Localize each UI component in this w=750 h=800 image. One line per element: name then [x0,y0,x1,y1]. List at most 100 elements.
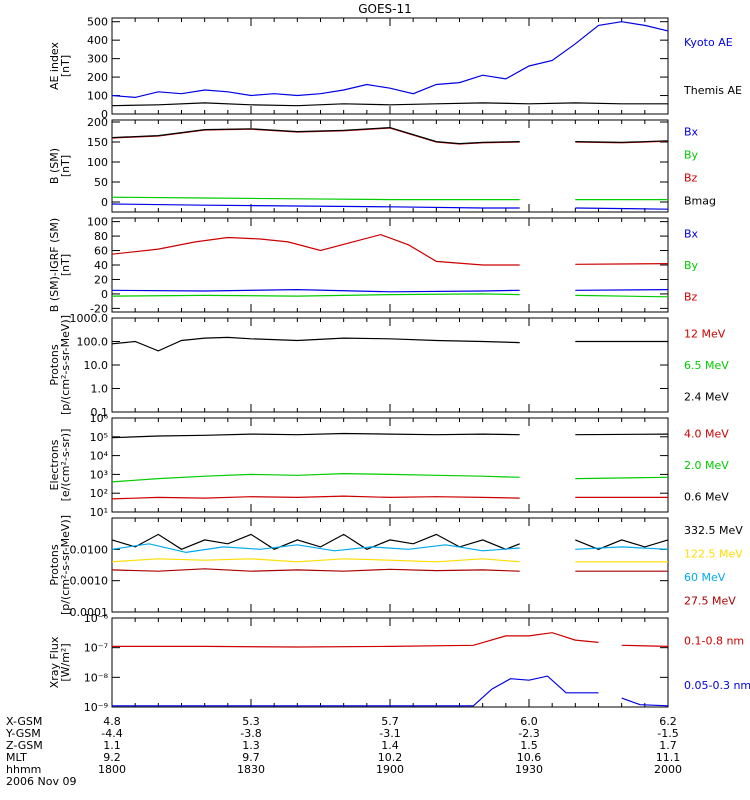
ytick-label: 10⁻⁶ [84,612,109,625]
ytick-label: 100 [87,216,108,229]
ytick-label: 0 [101,288,108,301]
axis-value: 5.7 [381,715,399,728]
series-line [111,432,669,439]
axis-value: -3.8 [240,727,261,740]
axis-value: 1.3 [242,739,260,752]
legend-label: 122.5 MeV [684,547,743,560]
series-line [112,675,669,707]
plot-title: GOES-11 [358,2,412,16]
series-line [111,495,668,500]
ytick-label: 10³ [90,468,108,481]
ylabel: [nT] [59,55,72,77]
ytick-label: 1.0 [91,383,109,396]
series-line [111,336,668,352]
axis-value: -2.3 [518,727,539,740]
ylabel: [W/m²] [59,643,72,681]
axis-value: 1900 [376,763,404,776]
axis-value: 6.0 [520,715,538,728]
axis-value: 2000 [654,763,682,776]
ylabel: [nT] [59,155,72,177]
ytick-label: 40 [94,259,108,272]
panel-2: 0 50 100 150 200 B (SM)[nT] Bx By Bz Bmag [48,116,716,213]
legend-label: By [684,149,699,162]
ytick-label: 0.0100 [70,543,109,556]
ytick-label: 200 [87,71,108,84]
axis-row-label: X-GSM [6,715,42,728]
series-line [111,203,669,210]
axis-value: 1.4 [381,739,399,752]
ytick-label: 10⁶ [90,412,109,425]
axis-value: 5.3 [242,715,260,728]
ytick-label: 0.0001 [70,606,109,619]
axis-value: 1930 [515,763,543,776]
legend-label: By [684,259,699,272]
axis-value: 1830 [237,763,265,776]
legend-label: Bx [684,228,699,241]
axis-value: -3.1 [379,727,400,740]
series-line [111,472,669,483]
legend-label: 2.4 MeV [684,390,729,403]
legend-label: Kyoto AE [684,36,733,49]
legend-label: 6.5 MeV [684,359,729,372]
axis-value: 1.5 [520,739,538,752]
ytick-label: 10⁴ [90,450,109,463]
panel-frame [111,217,669,313]
legend-label: 4.0 MeV [684,428,729,441]
axis-value: 4.8 [103,715,121,728]
ylabel: Protons [48,344,61,385]
legend-label: 2.0 MeV [684,459,729,472]
axis-value: -1.5 [657,727,678,740]
axis-value: 9.7 [242,751,260,764]
ylabel: [p/(cm²-s-sr-MeV)] [59,315,72,415]
panel-frame [111,517,669,613]
series-line [111,196,668,201]
series-line [111,543,669,554]
ytick-label: 10² [90,487,108,500]
ytick-label: 0.1 [91,406,109,419]
axis-row-label: Y-GSM [5,727,41,740]
axis-value: 10.6 [517,751,542,764]
series-line [111,568,668,572]
ytick-label: -20 [90,302,108,315]
ytick-label: 60 [94,245,108,258]
ytick-label: 0.0010 [70,575,109,588]
legend-label: Themis AE [683,84,742,97]
ylabel: Protons [48,544,61,585]
series-line [111,558,668,563]
ytick-label: 80 [94,230,108,243]
series-line [111,533,669,550]
legend-label: 0.05-0.3 nm [684,679,750,692]
axis-value: -4.4 [101,727,122,740]
series-line [112,632,669,648]
ytick-label: 100 [87,156,108,169]
series-line [111,233,669,266]
ytick-label: 300 [87,53,108,66]
axis-value: 6.2 [659,715,677,728]
axis-row-label: 2006 Nov 09 [6,775,76,788]
axis-row-label: MLT [6,751,27,764]
panel-frame [111,617,669,708]
ytick-label: 10⁵ [90,431,108,444]
axis-value: 1.1 [103,739,121,752]
ylabel: B (SM) [48,148,61,184]
ytick-label: 0 [101,196,108,209]
ytick-label: 10.0 [84,359,109,372]
ylabel: [e/(cm²-s-sr)] [59,429,72,502]
legend-label: 332.5 MeV [684,524,743,537]
ytick-label: 50 [94,176,108,189]
panel-5: 10¹ 10² 10³ 10⁴ 10⁵ 10⁶ Electrons[e/(cm²-s-sr)… [48,412,729,519]
legend-label: Bx [684,126,699,139]
legend-label: 27.5 MeV [684,594,736,607]
ytick-label: 500 [87,16,108,29]
series-line [111,288,669,293]
legend-label: Bz [684,290,698,303]
legend-label: 0.6 MeV [684,490,729,503]
axis-value: 1800 [98,763,126,776]
legend-label: 12 MeV [684,328,726,341]
ylabel: AE index [48,41,61,90]
series-line [111,293,669,298]
legend-label: 0.1-0.8 nm [684,634,744,647]
